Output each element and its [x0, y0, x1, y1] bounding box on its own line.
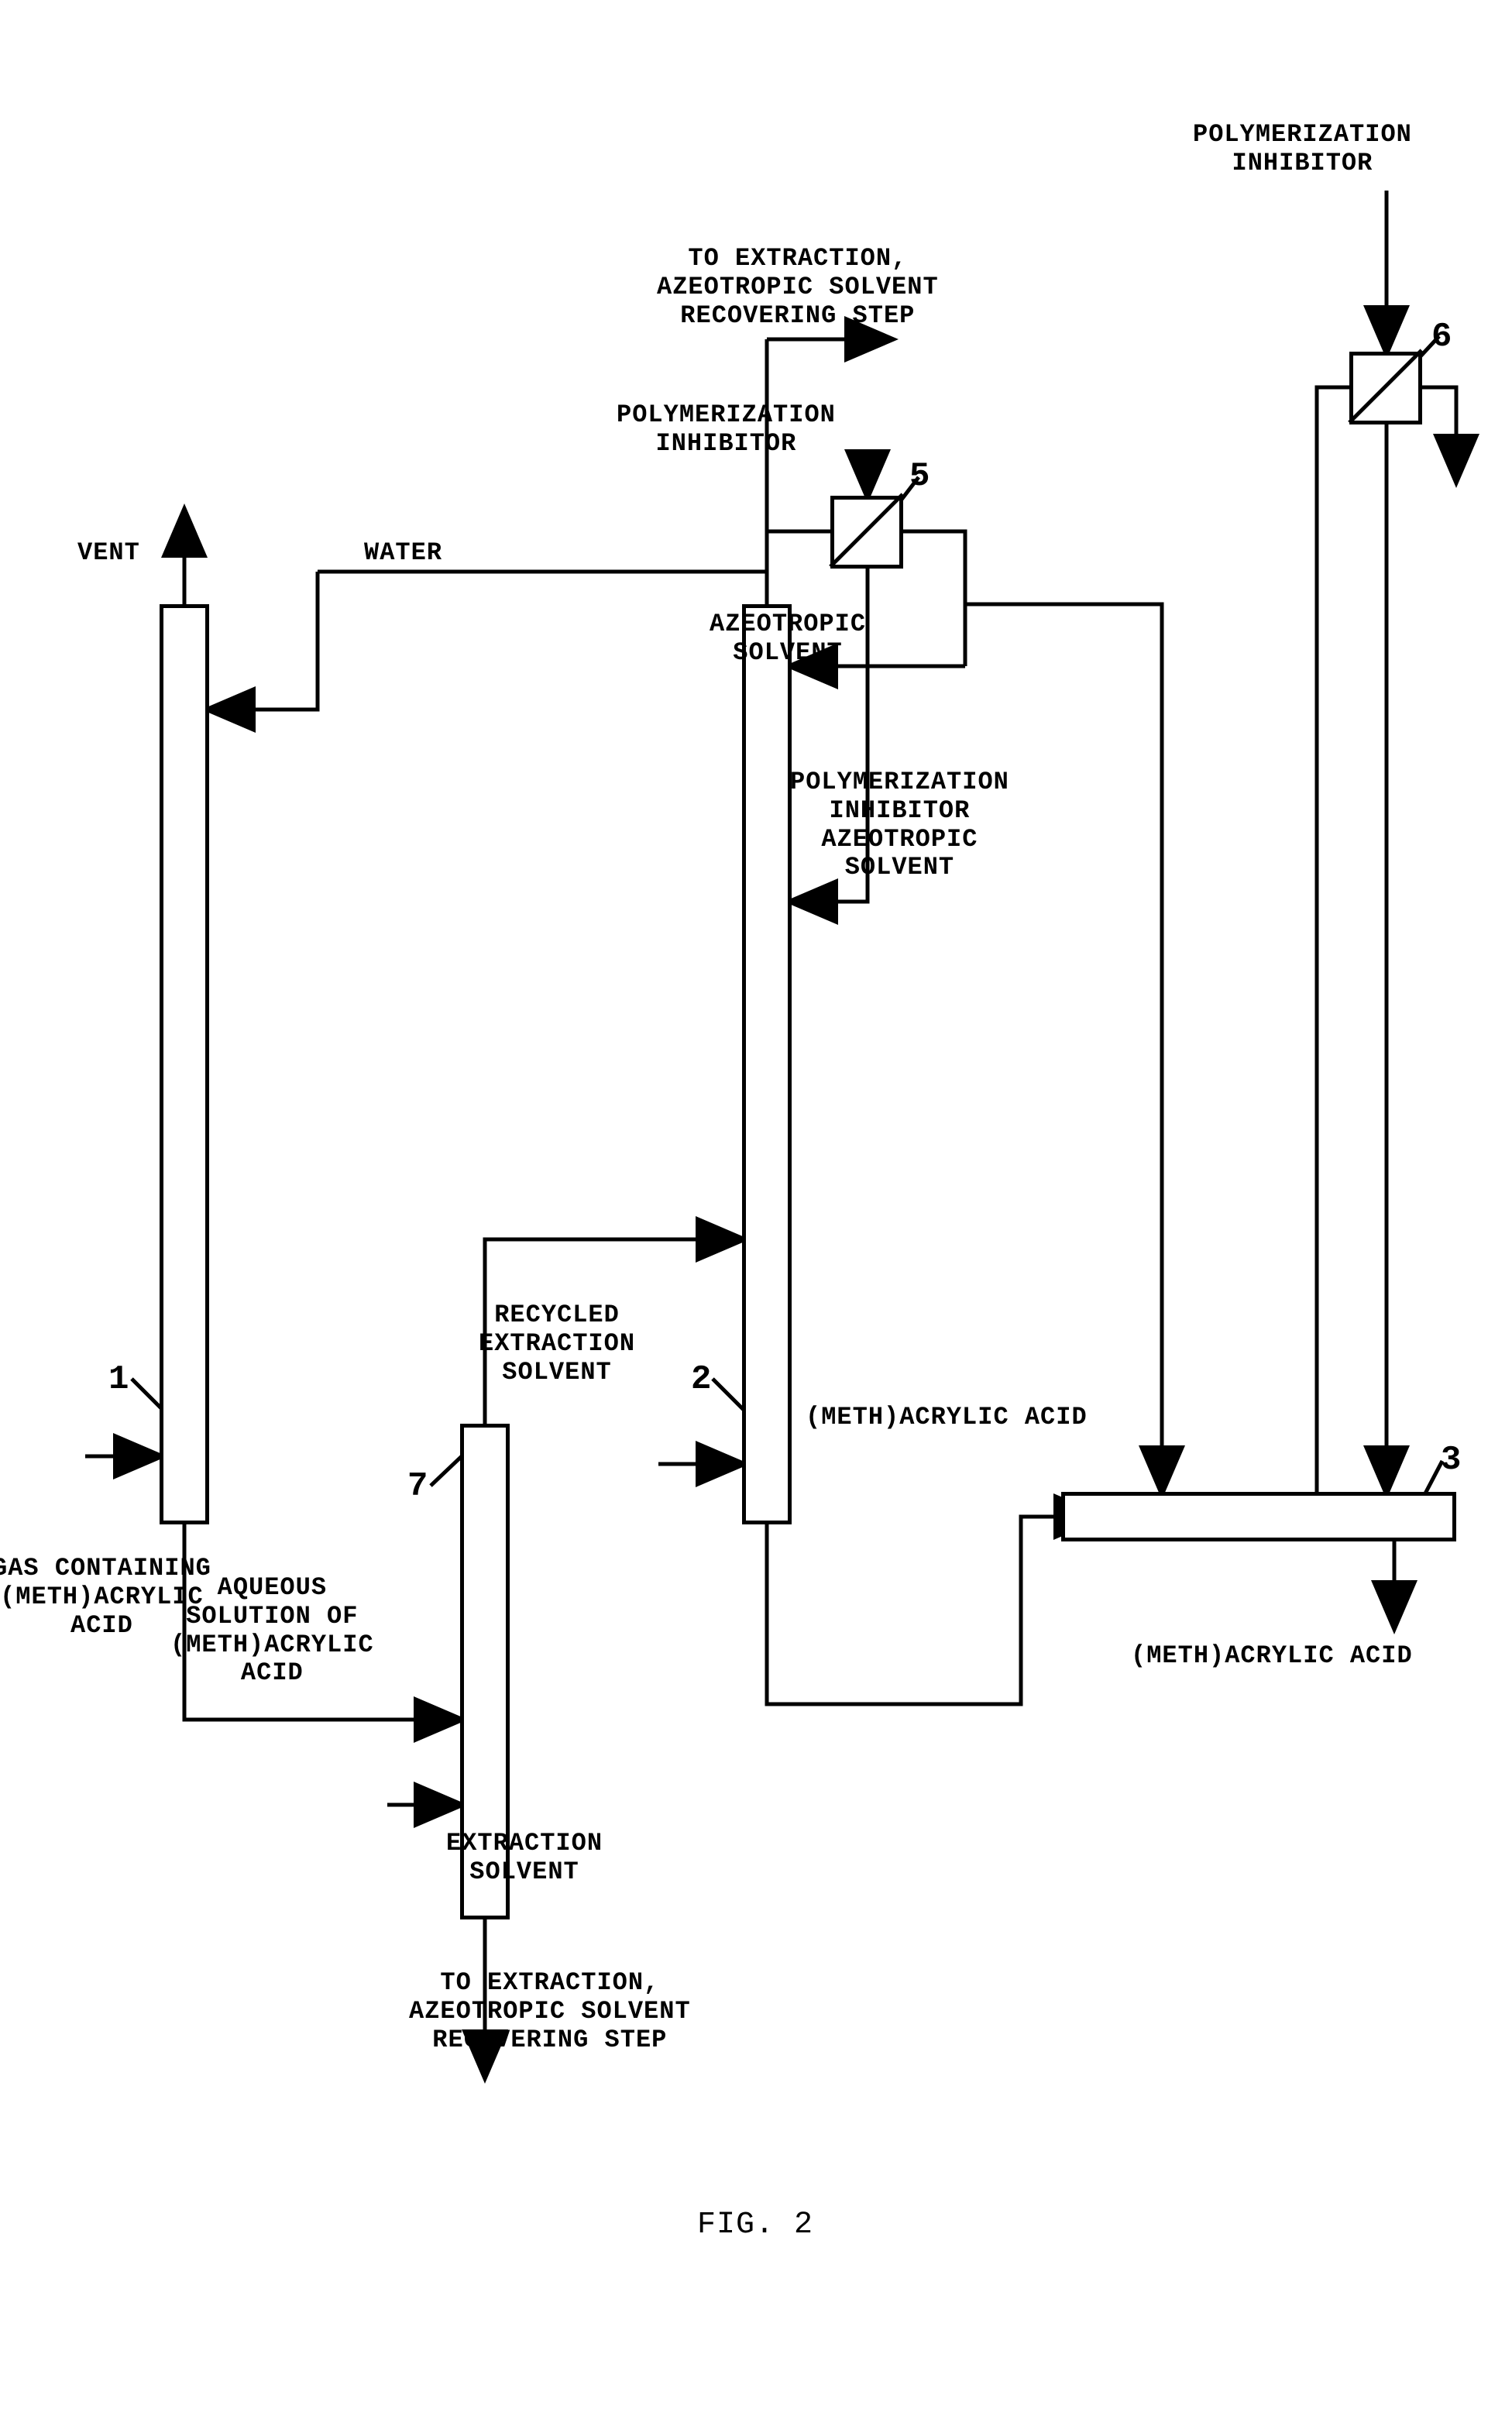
label-methacrylic-acid-3: (METH)ACRYLIC ACID	[1131, 1642, 1413, 1671]
separator-5	[830, 496, 903, 569]
unit-number-6: 6	[1431, 318, 1452, 357]
line-col3_top_to_sep6	[1317, 387, 1349, 1492]
label-polymerization-inhibitor-azeo: POLYMERIZATION INHIBITOR AZEOTROPIC SOLV…	[790, 768, 1009, 882]
figure-caption: FIG. 2	[697, 2208, 813, 2243]
dehydration-column	[742, 604, 792, 1524]
line-lead_3	[1425, 1461, 1442, 1493]
label-water: WATER	[364, 539, 442, 568]
line-col2_top_to_col3	[965, 604, 1162, 1492]
label-azeotropic-solvent: AZEOTROPIC SOLVENT	[710, 610, 866, 668]
label-polymerization-inhibitor-top: POLYMERIZATION INHIBITOR	[617, 401, 836, 459]
line-sep5_side_out_v	[903, 531, 965, 666]
line-lead_1	[132, 1379, 163, 1410]
unit-number-5: 5	[909, 457, 930, 497]
diagram-canvas: VENT WATER GAS CONTAINING (METH)ACRYLIC …	[0, 0, 1512, 2409]
label-to-extraction-top: TO EXTRACTION, AZEOTROPIC SOLVENT RECOVE…	[657, 245, 939, 330]
label-recycled-extraction-solvent: RECYCLED EXTRACTION SOLVENT	[479, 1301, 635, 1387]
label-polymerization-inhibitor-right: POLYMERIZATION INHIBITOR	[1193, 121, 1412, 178]
label-extraction-solvent: EXTRACTION SOLVENT	[446, 1830, 603, 1887]
absorber-column	[160, 604, 209, 1524]
unit-number-3: 3	[1441, 1441, 1462, 1480]
line-sep6_side_out	[1422, 387, 1456, 480]
line-lead_7	[431, 1456, 462, 1486]
line-water_in_v	[209, 572, 318, 710]
line-lead_2	[713, 1379, 744, 1410]
unit-number-1: 1	[108, 1360, 129, 1400]
label-vent: VENT	[77, 539, 140, 568]
unit-number-7: 7	[407, 1467, 428, 1507]
label-methacrylic-acid-2: (METH)ACRYLIC ACID	[806, 1404, 1088, 1432]
line-col2_to_col3_bottom	[767, 1517, 1100, 1704]
purifier-column	[1061, 1492, 1456, 1541]
label-aqueous-solution: AQUEOUS SOLUTION OF (METH)ACRYLIC ACID	[170, 1574, 374, 1688]
label-to-extraction-bottom: TO EXTRACTION, AZEOTROPIC SOLVENT RECOVE…	[409, 1969, 691, 2054]
separator-6	[1349, 352, 1422, 424]
unit-number-2: 2	[691, 1360, 712, 1400]
